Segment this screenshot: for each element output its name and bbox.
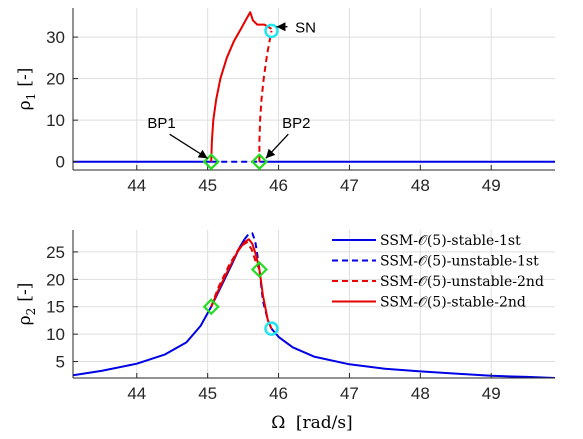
y-axis-subscript: 2	[24, 308, 38, 316]
bifurcation-diamond-marker	[202, 298, 220, 316]
y-axis-label: ρ2 [-]	[15, 283, 38, 326]
x-tick-label: 49	[482, 176, 501, 195]
saddle-node-circle-marker	[264, 321, 279, 336]
bifurcation-diamond-marker	[250, 260, 268, 279]
y-axis-label: ρ1 [-]	[15, 68, 38, 111]
x-tick-label: 49	[482, 384, 501, 403]
legend-entry-label: SSM-𝒪(5)-unstable-2nd	[380, 274, 544, 290]
annotation-arrowhead	[276, 22, 286, 32]
series-group	[73, 232, 555, 378]
annotation-arrowhead	[265, 148, 276, 159]
legend: SSM-𝒪(5)-stable-1st SSM-𝒪(5)-unstable-1st…	[332, 233, 544, 311]
y-tick-label: 10	[46, 325, 65, 344]
x-axis-unit: [rad/s]	[296, 413, 353, 433]
x-tick-label: 46	[269, 384, 288, 403]
x-axis-label: Ω [rad/s]	[271, 413, 352, 433]
series-group	[73, 11, 555, 163]
x-tick-label: 45	[198, 176, 217, 195]
y-axis-symbol: ρ	[15, 315, 35, 325]
x-tick-label: 44	[127, 384, 146, 403]
y-tick-label: 20	[46, 270, 65, 289]
x-tick-label: 48	[411, 176, 430, 195]
bifurcation-diamond-marker	[202, 153, 220, 171]
bifurcation-diamond-marker	[250, 153, 268, 171]
annotation-label-sn: SN	[295, 20, 316, 37]
y-axis-subscript: 1	[24, 93, 38, 101]
x-tick-label: 47	[340, 384, 359, 403]
saddle-node-circle-marker	[264, 23, 279, 39]
y-tick-label: 25	[46, 243, 65, 262]
x-tick-label: 46	[269, 176, 288, 195]
legend-entry-label: SSM-𝒪(5)-stable-1st	[380, 233, 521, 249]
annotation-label-bp2: BP2	[282, 115, 310, 132]
series-line-ssm-o-5-stable-2nd	[210, 238, 273, 330]
y-tick-label: 0	[56, 153, 65, 172]
y-tick-label: 20	[46, 70, 65, 89]
x-axis-symbol: Ω	[271, 413, 285, 433]
y-axis-unit: [-]	[15, 68, 35, 87]
x-tick-label: 47	[340, 176, 359, 195]
legend-entry-label: SSM-𝒪(5)-stable-2nd	[380, 295, 526, 311]
series-line-ssm-o-5-unstable-2nd	[258, 30, 273, 162]
y-tick-label: 10	[46, 111, 65, 130]
y-tick-label: 15	[46, 298, 65, 317]
x-tick-label: 44	[127, 176, 146, 195]
series-line-ssm-o-5-stable-2nd	[210, 11, 273, 162]
x-tick-label: 45	[198, 384, 217, 403]
top-panel-rho1: 44 45 46 47 48 49 0 10 20 30 ρ1 [-] SN BP1 BP2	[15, 8, 555, 195]
series-line-ssm-o-5-stable-1st	[270, 328, 555, 378]
annotation-arrowhead	[197, 149, 208, 159]
x-tick-label: 48	[411, 384, 430, 403]
annotation-label-bp1: BP1	[147, 115, 175, 132]
legend-entry-label: SSM-𝒪(5)-unstable-1st	[380, 254, 539, 270]
bottom-panel-rho2: 44 45 46 47 48 49 5 10 15 20 25 ρ2 [-] SSM-𝒪(5)-stabl…	[15, 230, 555, 403]
y-tick-label: 30	[46, 28, 65, 47]
y-axis-unit: [-]	[15, 283, 35, 302]
y-tick-label: 5	[56, 353, 65, 372]
shared-x-axis-label: Ω [rad/s]	[271, 413, 352, 433]
y-axis-symbol: ρ	[15, 100, 35, 110]
